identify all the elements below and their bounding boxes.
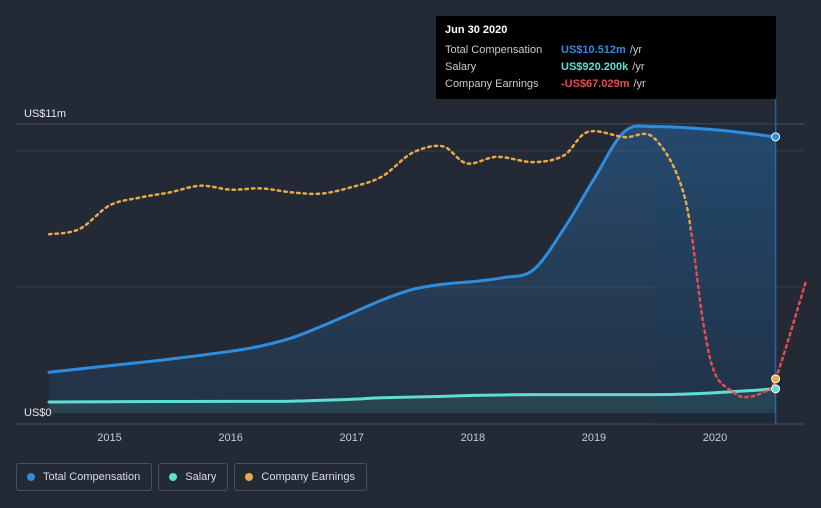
series-line-earnings-negative bbox=[690, 221, 808, 399]
series-line-earnings bbox=[47, 129, 691, 238]
x-tick-label: 2018 bbox=[461, 432, 485, 444]
legend: Total Compensation Salary Company Earnin… bbox=[16, 463, 367, 491]
tooltip-row-earnings: Company Earnings -US$67.029m /yr bbox=[445, 75, 767, 92]
marker-salary bbox=[771, 384, 781, 394]
tooltip-row-total: Total Compensation US$10.512m /yr bbox=[445, 41, 767, 58]
tooltip-label: Company Earnings bbox=[445, 77, 539, 90]
compensation-chart: 2015 2016 2017 2018 2019 2020 US$11m US$0 bbox=[16, 98, 808, 444]
series-area-total bbox=[49, 126, 776, 413]
legend-dot-icon bbox=[245, 473, 254, 481]
tooltip-date: Jun 30 2020 bbox=[445, 24, 508, 36]
series-layer bbox=[47, 124, 808, 413]
tooltip-value: US$920.200k bbox=[561, 60, 629, 73]
x-tick-label: 2015 bbox=[97, 432, 121, 444]
legend-dot-icon bbox=[27, 473, 35, 481]
legend-item-company-earnings[interactable]: Company Earnings bbox=[234, 463, 367, 491]
tooltip-label: Total Compensation bbox=[445, 43, 543, 56]
x-tick-label: 2019 bbox=[582, 432, 606, 444]
legend-item-salary[interactable]: Salary bbox=[158, 463, 229, 491]
legend-dot-icon bbox=[169, 473, 178, 481]
series-line-total bbox=[47, 124, 778, 374]
y-axis-top-label: US$11m bbox=[24, 108, 66, 120]
marker-earnings bbox=[771, 374, 781, 384]
tooltip: Jun 30 2020 Total Compensation US$10.512… bbox=[436, 16, 776, 99]
tooltip-row-salary: Salary US$920.200k /yr bbox=[445, 58, 767, 75]
series-line-salary bbox=[47, 387, 778, 404]
tooltip-value: -US$67.029m bbox=[561, 77, 630, 90]
x-tick-label: 2017 bbox=[340, 432, 364, 444]
x-tick-label: 2020 bbox=[703, 432, 727, 444]
x-tick-label: 2016 bbox=[218, 432, 242, 444]
axis-layer: 2015 2016 2017 2018 2019 2020 bbox=[97, 432, 727, 444]
y-axis-bottom-label: US$0 bbox=[24, 407, 52, 419]
marker-layer bbox=[771, 132, 781, 394]
marker-total bbox=[771, 132, 781, 142]
legend-item-total-compensation[interactable]: Total Compensation bbox=[16, 463, 153, 491]
tooltip-label: Salary bbox=[445, 60, 477, 73]
legend-label: Salary bbox=[185, 471, 217, 483]
tooltip-unit: /yr bbox=[633, 77, 646, 90]
legend-label: Company Earnings bbox=[261, 471, 355, 483]
tooltip-unit: /yr bbox=[632, 60, 645, 73]
tooltip-unit: /yr bbox=[629, 43, 643, 56]
legend-label: Total Compensation bbox=[43, 471, 141, 483]
tooltip-value: US$10.512m bbox=[561, 43, 626, 56]
